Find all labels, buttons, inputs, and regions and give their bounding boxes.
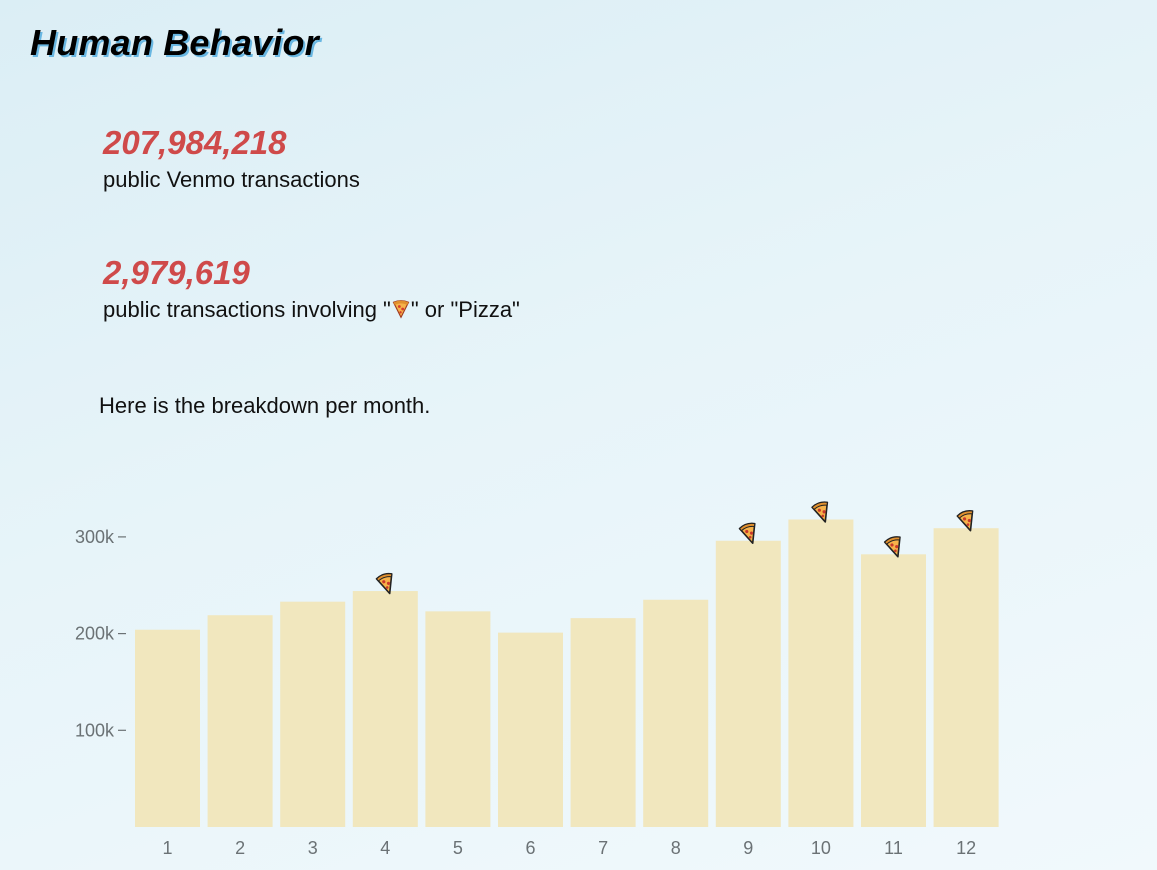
pizza-icon: [956, 510, 974, 532]
x-tick-label: 7: [598, 838, 608, 858]
bar-month-9: [715, 540, 781, 827]
pizza-icon: [883, 536, 901, 558]
bar-month-1: [135, 629, 200, 827]
x-tick-label: 12: [956, 838, 976, 858]
y-tick-label: 100k: [75, 720, 115, 740]
stat-pizza-transactions: 2,979,619 public transactions involving …: [103, 256, 520, 323]
pizza-icon: [392, 300, 410, 319]
x-tick-label: 4: [380, 838, 390, 858]
stat-total-value: 207,984,218: [103, 124, 287, 161]
bar-month-12: [933, 528, 999, 827]
x-tick-label: 3: [308, 838, 318, 858]
bar-month-3: [280, 601, 346, 827]
x-tick-label: 6: [525, 838, 535, 858]
bar-month-10: [788, 519, 854, 827]
stat-total-transactions: 207,984,218 public Venmo transactions: [103, 126, 360, 193]
pizza-icon: [811, 501, 829, 523]
stat-pizza-label-prefix: public transactions involving ": [103, 297, 391, 322]
breakdown-text: Here is the breakdown per month.: [99, 393, 431, 418]
y-tick-label: 200k: [75, 624, 115, 644]
x-tick-label: 8: [671, 838, 681, 858]
x-tick-label: 1: [162, 838, 172, 858]
bar-month-5: [425, 611, 491, 827]
x-tick-label: 9: [743, 838, 753, 858]
stat-total-label: public Venmo transactions: [103, 167, 360, 192]
bar-month-7: [570, 618, 636, 827]
stat-pizza-label-suffix: " or "Pizza": [410, 297, 520, 322]
x-tick-label: 5: [453, 838, 463, 858]
bar-month-8: [643, 599, 709, 827]
stat-pizza-value: 2,979,619: [103, 254, 250, 291]
y-tick-label: 300k: [75, 527, 115, 547]
bar-month-2: [207, 615, 273, 827]
page-title: Human Behavior: [30, 22, 319, 63]
bar-month-11: [861, 554, 926, 827]
bar-month-4: [352, 591, 418, 827]
bar-month-6: [498, 632, 563, 827]
pizza-icon: [738, 522, 756, 545]
x-tick-label: 11: [884, 838, 903, 858]
x-tick-label: 2: [235, 838, 245, 858]
stat-pizza-label: public transactions involving " " or "Piz…: [103, 297, 520, 323]
x-tick-label: 10: [811, 838, 831, 858]
pizza-icon: [375, 572, 393, 595]
